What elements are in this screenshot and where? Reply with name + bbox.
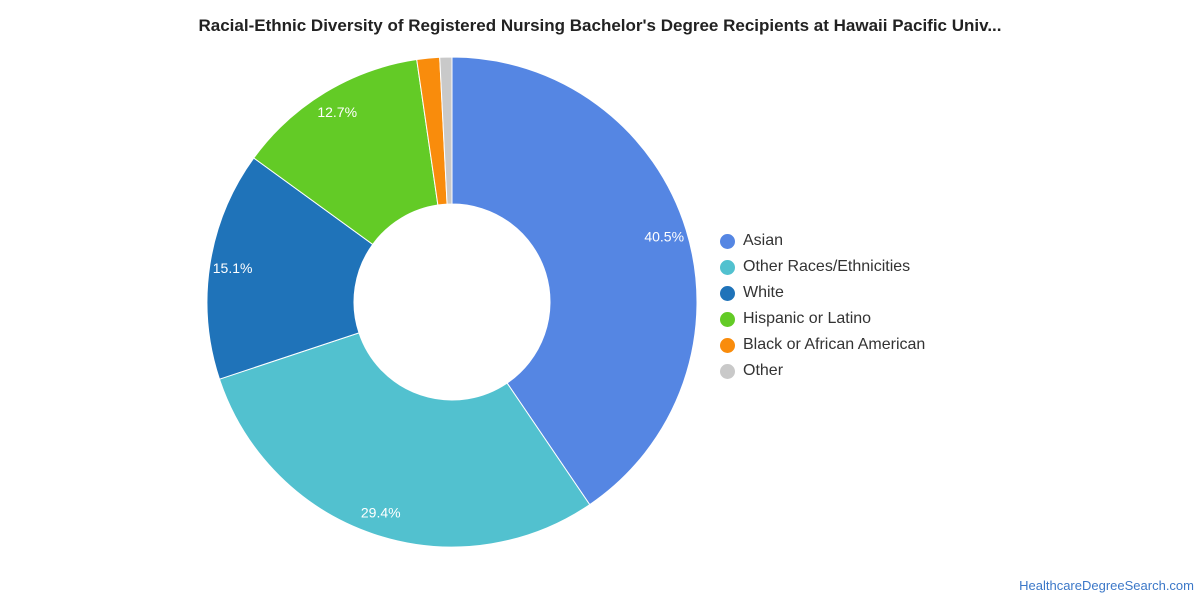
legend-swatch xyxy=(720,311,735,327)
legend-label: Other xyxy=(743,362,784,379)
legend-label: Asian xyxy=(743,232,784,249)
legend-item-hispanic-or-latino[interactable]: Hispanic or Latino xyxy=(720,306,925,332)
legend-item-black-or-african-american[interactable]: Black or African American xyxy=(720,332,925,358)
legend-label: White xyxy=(743,284,784,301)
legend-item-asian[interactable]: Asian xyxy=(720,228,925,254)
slice-other-races-ethnicities[interactable] xyxy=(218,332,591,548)
legend-label: Black or African American xyxy=(743,336,926,353)
legend-swatch xyxy=(720,363,735,379)
slice-white[interactable] xyxy=(206,157,374,380)
data-label-hispanic-or-latino: 12.7% xyxy=(317,104,357,120)
source-credit-link[interactable]: HealthcareDegreeSearch.com xyxy=(1019,578,1194,593)
legend-swatch xyxy=(720,259,735,275)
slice-hispanic-or-latino[interactable] xyxy=(253,58,439,246)
legend-label: Hispanic or Latino xyxy=(743,310,872,327)
data-label-white: 15.1% xyxy=(213,260,253,276)
data-label-asian: 40.5% xyxy=(644,229,684,245)
data-label-other-races-ethnicities: 29.4% xyxy=(361,504,401,520)
legend-item-other[interactable]: Other xyxy=(720,358,925,384)
legend-swatch xyxy=(720,233,735,249)
legend-swatch xyxy=(720,285,735,301)
slice-other[interactable] xyxy=(439,56,453,205)
legend-label: Other Races/Ethnicities xyxy=(743,258,911,275)
slice-asian[interactable] xyxy=(451,56,698,506)
legend-item-other-races-ethnicities[interactable]: Other Races/Ethnicities xyxy=(720,254,925,280)
legend-item-white[interactable]: White xyxy=(720,280,925,306)
legend-swatch xyxy=(720,337,735,353)
chart-legend: Asian Other Races/Ethnicities White Hispani… xyxy=(720,228,925,384)
chart-title: Racial-Ethnic Diversity of Registered Nu… xyxy=(198,16,1002,35)
